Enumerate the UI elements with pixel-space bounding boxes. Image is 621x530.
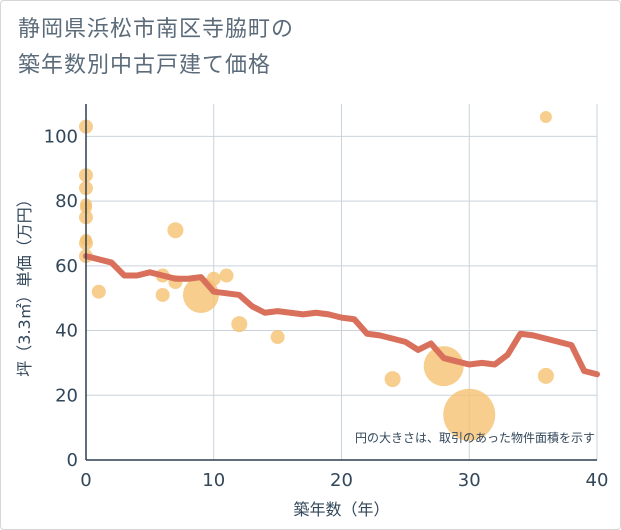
axes (85, 104, 597, 461)
x-axis-label: 築年数（年） (293, 500, 389, 519)
x-tick-label: 30 (458, 470, 481, 491)
bubble-point (206, 271, 221, 286)
x-tick-label: 40 (586, 470, 609, 491)
bubble-point (167, 222, 184, 239)
bubble-point (219, 268, 234, 283)
chart-title-line-1: 静岡県浜松市南区寺脇町の (18, 17, 295, 42)
chart-title-line-2: 築年数別中古戸建て価格 (18, 53, 272, 78)
trend-line (83, 253, 600, 378)
bubble-size-note: 円の大きさは、取引のあった物件面積を示す (355, 430, 595, 445)
bubble-point (539, 110, 552, 123)
bubble-point (423, 346, 464, 387)
y-tick-label: 80 (55, 191, 78, 212)
bubble-point (91, 284, 106, 299)
y-tick-label: 20 (55, 385, 78, 406)
x-tick-label: 10 (202, 470, 225, 491)
bubble-point (443, 388, 496, 441)
chart-title: 静岡県浜松市南区寺脇町の 築年数別中古戸建て価格 (18, 12, 294, 84)
bubble-series (79, 110, 554, 441)
x-tick-label: 20 (330, 470, 353, 491)
bubble-point (384, 371, 401, 388)
y-tick-label: 100 (44, 126, 78, 147)
y-tick-label: 40 (55, 321, 78, 342)
y-tick-label: 0 (67, 450, 78, 471)
bubble-point (537, 367, 554, 384)
bubble-point (155, 287, 170, 302)
x-tick-label: 0 (80, 470, 91, 491)
y-axis-label: 坪（3.3㎡）単価（万円） (15, 191, 34, 376)
y-tick-label: 60 (55, 256, 78, 277)
bubble-point (270, 330, 285, 345)
bubble-point (231, 316, 248, 333)
tick-labels: 0 20 40 60 80 100 0 10 20 30 40 (44, 126, 609, 491)
